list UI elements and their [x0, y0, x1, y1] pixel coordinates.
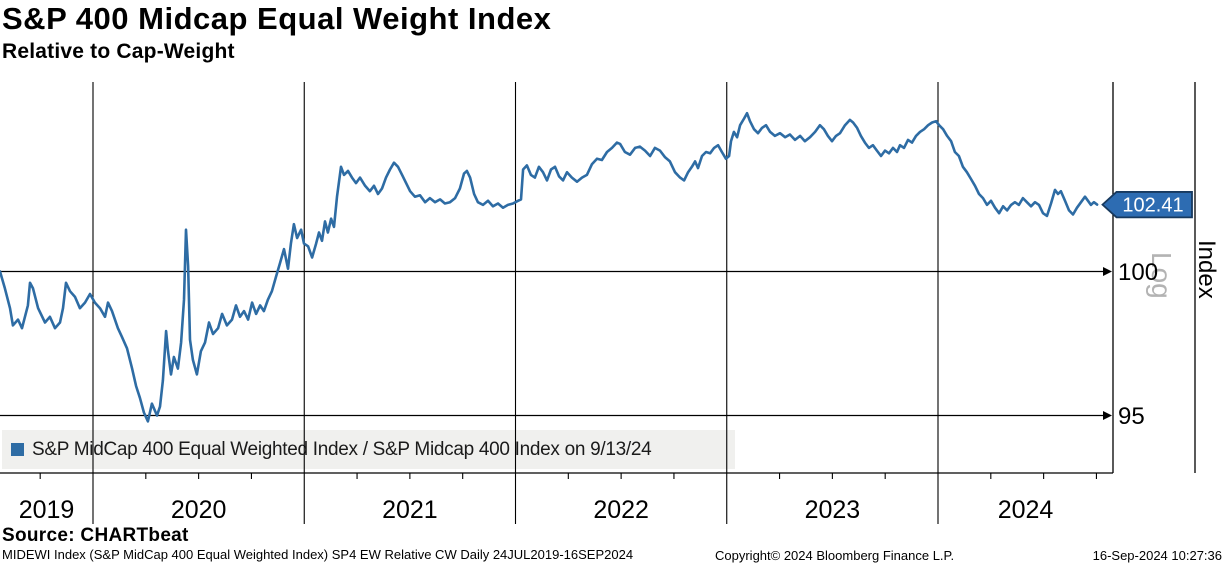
series-line	[0, 111, 1099, 423]
log-scale-label: Log	[1146, 252, 1177, 299]
legend-series-marker	[11, 443, 24, 456]
x-tick-label-2021: 2021	[382, 496, 438, 524]
chart-title: S&P 400 Midcap Equal Weight Index	[2, 1, 552, 36]
x-tick-label-2019: 2019	[19, 496, 75, 524]
last-price-badge	[1101, 191, 1193, 219]
x-tick-label-2022: 2022	[593, 496, 649, 524]
legend-series-label: S&P MidCap 400 Equal Weighted Index / S&…	[32, 438, 652, 460]
chart-subtitle: Relative to Cap-Weight	[2, 40, 235, 63]
footer-security-info: MIDEWI Index (S&P MidCap 400 Equal Weigh…	[2, 547, 634, 562]
y-tick-arrow-100	[1103, 267, 1112, 276]
footer-timestamp: 16-Sep-2024 10:27:36	[1092, 548, 1222, 563]
last-price-label: 102.41	[1122, 195, 1183, 217]
footer-copyright: Copyright© 2024 Bloomberg Finance L.P.	[715, 548, 955, 563]
x-tick-label-2020: 2020	[171, 496, 227, 524]
legend[interactable]: S&P MidCap 400 Equal Weighted Index / S&…	[2, 430, 735, 469]
source-line: Source: CHARTbeat	[2, 525, 189, 546]
x-tick-label-2024: 2024	[998, 496, 1054, 524]
y-tick-label-95: 95	[1118, 403, 1145, 430]
y-tick-arrow-95	[1103, 411, 1112, 420]
x-tick-label-2023: 2023	[805, 496, 861, 524]
y-tick-label-100: 100	[1118, 259, 1158, 286]
y-axis-title-index: Index	[1193, 240, 1220, 299]
